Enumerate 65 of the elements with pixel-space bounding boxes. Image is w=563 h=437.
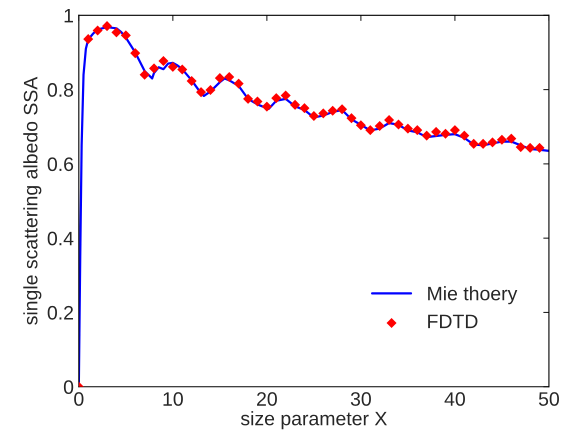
point [120,30,131,40]
point [83,34,94,44]
point [488,137,498,148]
y-tick-label: 0 [64,380,74,394]
point [280,90,291,101]
point [262,102,272,112]
point [516,142,526,152]
point [384,115,394,126]
x-tick-label: 40 [444,392,465,406]
point [168,62,178,72]
legend-label: Mie thoery [428,286,518,304]
point [224,72,234,82]
point [196,87,206,98]
point [525,142,536,153]
point [440,128,451,139]
point [102,21,112,32]
x-tick-label: 10 [164,392,183,406]
point [290,100,300,110]
point [459,130,470,141]
point [92,26,103,36]
point [356,120,366,130]
x-tick-label: 0 [74,392,84,406]
point [337,104,348,114]
x-tick-label: 50 [538,392,559,406]
point [158,56,168,66]
point [234,78,244,89]
point [534,142,545,153]
point [205,84,216,95]
point [393,119,404,130]
point [140,70,150,80]
point [318,108,328,118]
point [177,64,188,75]
point [496,134,507,145]
point [412,125,422,136]
point [431,126,442,137]
x-tick-label: 30 [350,392,371,406]
y-tick-label: 1 [64,8,74,22]
point [506,134,516,144]
point [308,110,319,121]
point [271,93,282,104]
y-tick-label: 0.2 [48,306,73,320]
point [299,103,310,114]
point [346,113,356,124]
point [111,27,122,38]
y-tick-label: 0.6 [48,157,74,172]
point [422,130,432,141]
point [252,96,262,106]
x-tick-label: 20 [257,392,277,406]
point [374,120,385,131]
point [149,63,160,74]
point [450,125,460,136]
y-axis-title: single scattering albedo SSA [23,76,42,325]
point [468,138,479,149]
x-axis-title: size parameter X [240,411,387,430]
point [365,125,376,136]
legend-label: FDTD [428,314,478,328]
point [214,73,225,84]
point [186,76,197,86]
y-tick-label: 0.8 [48,83,74,97]
point [478,138,488,149]
y-tick-label: 0.4 [48,232,74,246]
point [402,124,413,134]
point [130,48,140,58]
point [243,94,254,104]
point [328,106,338,116]
